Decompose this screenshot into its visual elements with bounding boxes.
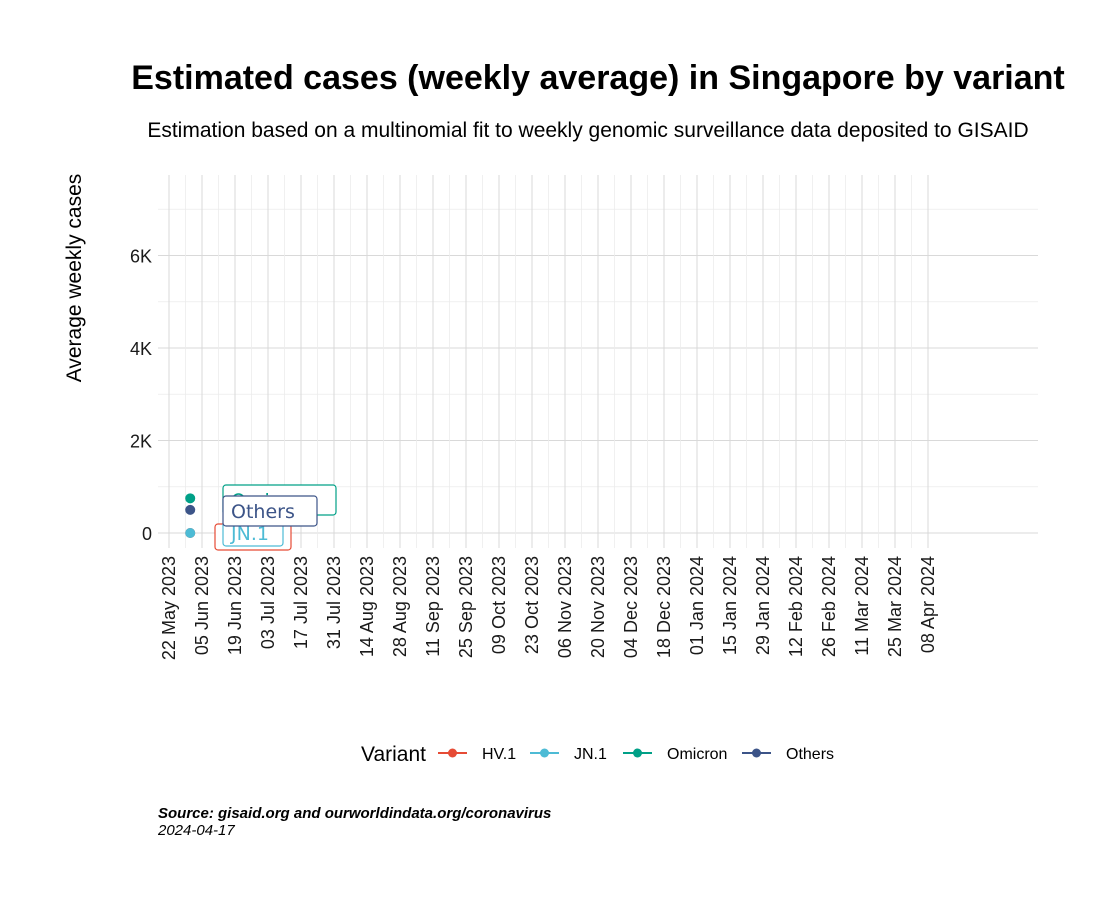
x-tick-label: 11 Sep 2023 bbox=[423, 556, 443, 657]
y-axis-ticks: 0 2K 4K 6K bbox=[130, 247, 152, 545]
x-tick-label: 01 Jan 2024 bbox=[687, 556, 707, 655]
x-tick-label: 25 Sep 2023 bbox=[456, 556, 476, 658]
x-tick-label: 05 Jun 2023 bbox=[192, 556, 212, 655]
x-tick-label: 20 Nov 2023 bbox=[588, 556, 608, 658]
point-label-text: Others bbox=[231, 501, 295, 523]
legend-label: JN.1 bbox=[574, 746, 607, 763]
data-point-omicron bbox=[185, 493, 196, 504]
y-tick-label: 4K bbox=[130, 339, 152, 359]
legend-label: Omicron bbox=[667, 746, 727, 763]
x-tick-label: 08 Apr 2024 bbox=[918, 556, 938, 653]
legend-item-omicron: Omicron bbox=[623, 746, 727, 763]
legend: Variant HV.1 JN.1 Omicron Others bbox=[361, 743, 834, 766]
legend-key-point bbox=[633, 748, 642, 758]
legend-label: HV.1 bbox=[482, 746, 516, 763]
x-tick-label: 29 Jan 2024 bbox=[753, 556, 773, 655]
x-tick-label: 09 Oct 2023 bbox=[489, 556, 509, 654]
x-tick-label: 19 Jun 2023 bbox=[225, 556, 245, 655]
x-tick-label: 06 Nov 2023 bbox=[555, 556, 575, 658]
legend-item-jn-1: JN.1 bbox=[530, 746, 607, 763]
y-tick-label: 6K bbox=[130, 247, 152, 267]
x-tick-label: 28 Aug 2023 bbox=[390, 556, 410, 657]
point-label-others: Others bbox=[222, 495, 318, 527]
caption-date: 2024-04-17 bbox=[157, 822, 235, 839]
chart-subtitle: Estimation based on a multinomial fit to… bbox=[147, 119, 1028, 142]
point-label-box bbox=[222, 495, 318, 527]
legend-key-point bbox=[540, 748, 549, 758]
x-tick-label: 17 Jul 2023 bbox=[291, 556, 311, 649]
legend-label: Others bbox=[786, 746, 834, 763]
chart-title: Estimated cases (weekly average) in Sing… bbox=[131, 59, 1065, 97]
legend-item-others: Others bbox=[742, 746, 834, 763]
data-point-jn-1 bbox=[185, 528, 196, 538]
x-tick-label: 11 Mar 2024 bbox=[852, 556, 872, 656]
legend-key-point bbox=[752, 748, 761, 758]
y-tick-label: 0 bbox=[142, 524, 152, 544]
x-tick-label: 03 Jul 2023 bbox=[258, 556, 278, 649]
y-tick-label: 2K bbox=[130, 432, 152, 452]
point-label-text: JN.1 bbox=[230, 523, 269, 545]
x-axis-ticks: 22 May 2023 05 Jun 2023 19 Jun 2023 03 Jul … bbox=[159, 556, 938, 660]
x-tick-label: 23 Oct 2023 bbox=[522, 556, 542, 654]
x-tick-label: 22 May 2023 bbox=[159, 556, 179, 660]
caption-source: Source: gisaid.org and ourworldindata.or… bbox=[158, 805, 551, 822]
x-tick-label: 25 Mar 2024 bbox=[885, 556, 905, 657]
x-tick-label: 04 Dec 2023 bbox=[621, 556, 641, 658]
x-tick-label: 12 Feb 2024 bbox=[786, 556, 806, 657]
legend-key-point bbox=[448, 748, 457, 758]
x-tick-label: 14 Aug 2023 bbox=[357, 556, 377, 657]
x-tick-label: 15 Jan 2024 bbox=[720, 556, 740, 655]
legend-title: Variant bbox=[361, 743, 426, 766]
data-point-others bbox=[185, 504, 196, 515]
x-tick-label: 26 Feb 2024 bbox=[819, 556, 839, 657]
data-points bbox=[185, 493, 196, 538]
x-tick-label: 31 Jul 2023 bbox=[324, 556, 344, 649]
y-axis-title: Average weekly cases bbox=[63, 174, 86, 383]
x-tick-label: 18 Dec 2023 bbox=[654, 556, 674, 658]
legend-item-hv-1: HV.1 bbox=[438, 746, 516, 763]
